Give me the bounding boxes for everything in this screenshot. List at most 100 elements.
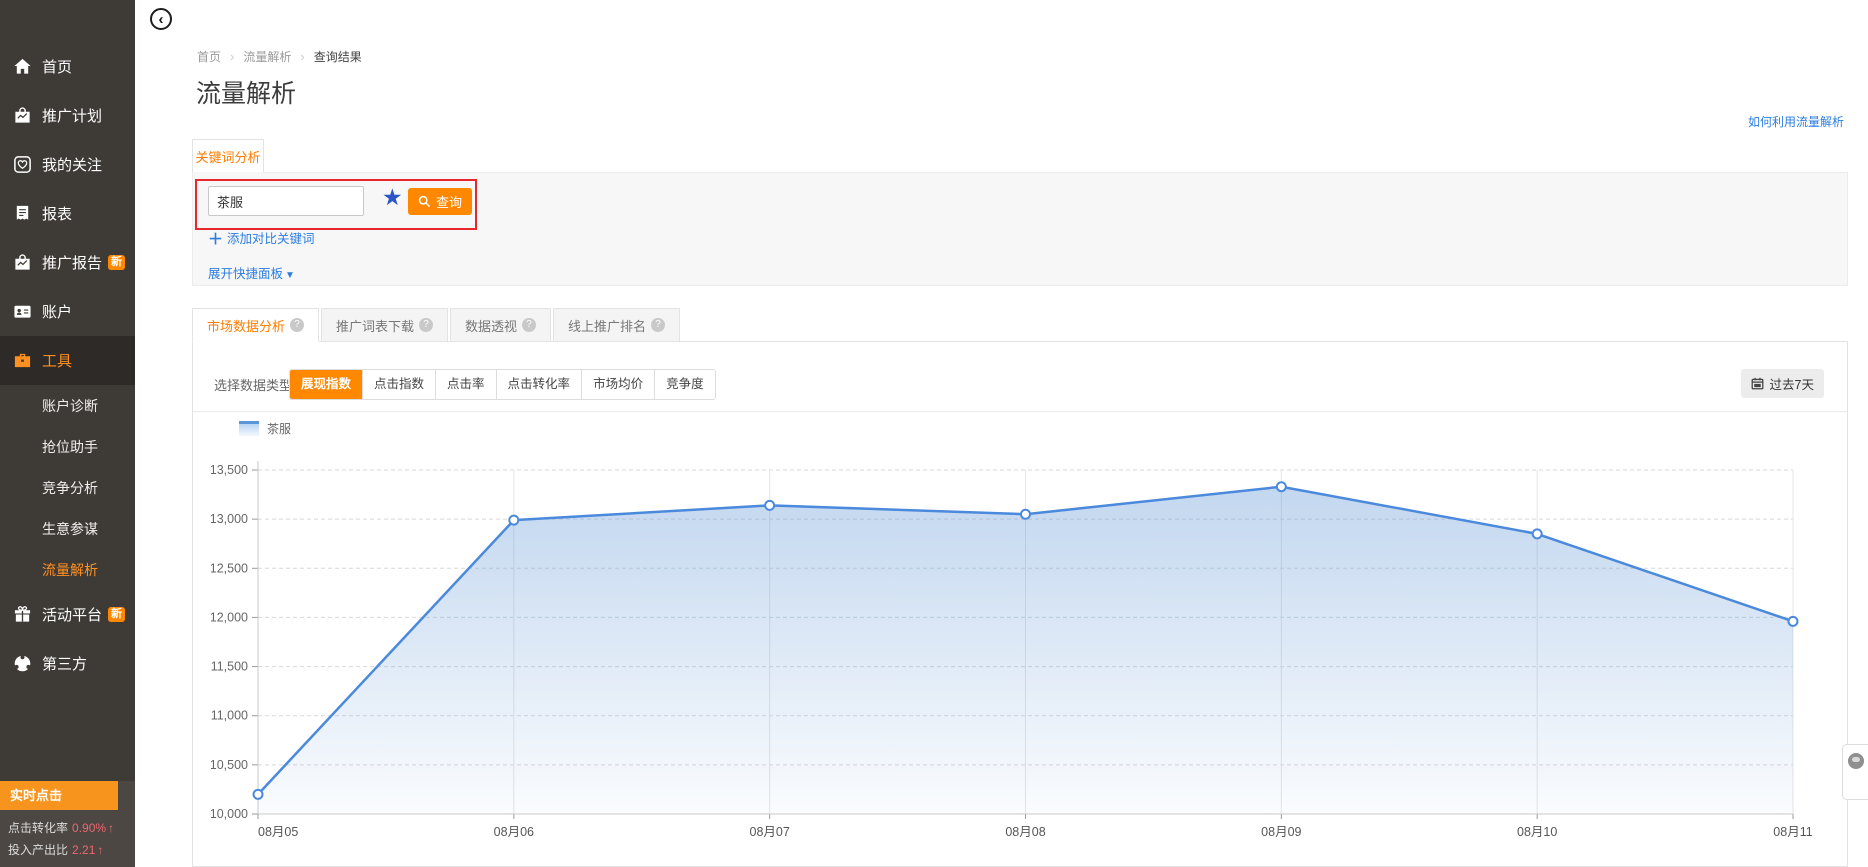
sidebar-item-label: 流量解析 [42, 561, 98, 578]
legend-label: 茶服 [267, 422, 292, 436]
query-button-label: 查询 [436, 195, 463, 210]
feedback-icon [1847, 753, 1864, 769]
sidebar-item-activity-platform[interactable]: 活动平台新 [0, 590, 135, 639]
tab-keyword-analysis[interactable]: 关键词分析 [192, 139, 264, 173]
tab-data-pivot[interactable]: 数据透视? [450, 308, 552, 342]
chart-point[interactable] [1531, 528, 1543, 540]
sidebar-item-label: 报表 [42, 206, 73, 223]
sidebar-item-label: 首页 [42, 59, 73, 76]
chevron-down-icon: ▼ [285, 270, 295, 281]
chart-area-fill [258, 486, 1793, 814]
sidebar-item-tools[interactable]: 工具 [0, 336, 135, 385]
help-question-icon[interactable]: ? [419, 318, 434, 332]
tab-keyword-analysis-label: 关键词分析 [195, 149, 261, 165]
sidebar-item-reports[interactable]: 报表 [0, 189, 135, 238]
breadcrumb: 首页 › 流量解析 › 查询结果 [197, 48, 362, 65]
sidebar-item-account-diagnosis[interactable]: 账户诊断 [0, 385, 135, 426]
realtime-stat-row: 投入产出比 2.21 ↑ [0, 836, 135, 858]
campaign-icon [11, 106, 33, 126]
chart-x-label: 08月09 [1261, 825, 1301, 839]
activity-icon [11, 605, 33, 625]
chart-x-label: 08月06 [494, 825, 534, 839]
favorite-star-icon[interactable]: ★ [382, 184, 403, 210]
new-badge: 新 [108, 607, 126, 622]
tools-icon [11, 351, 33, 371]
data-type-cvr[interactable]: 点击转化率 [495, 370, 582, 399]
tab-online-promo-ranking[interactable]: 线上推广排名? [553, 308, 681, 342]
page-title: 流量解析 [196, 80, 297, 108]
sidebar-item-home[interactable]: 首页 [0, 42, 135, 91]
realtime-stats-panel: 实时点击 点击转化率 0.90% ↑ 投入产出比 2.21 ↑ [0, 781, 135, 867]
divider [193, 411, 1847, 412]
sidebar-item-label: 竞争分析 [42, 479, 98, 496]
data-type-ctr[interactable]: 点击率 [435, 370, 496, 399]
chart-point[interactable] [764, 499, 776, 511]
chart-x-label: 08月05 [258, 825, 298, 839]
add-compare-keyword-link[interactable]: ＋添加对比关键词 [208, 228, 315, 249]
sidebar-item-label: 账户诊断 [42, 397, 98, 414]
feedback-float-button[interactable] [1842, 744, 1868, 800]
market-data-panel: 选择数据类型： 展现指数 点击指数 点击率 点击转化率 市场均价 竞争度 过去7天 茶服 … [192, 341, 1848, 867]
help-question-icon[interactable]: ? [290, 318, 305, 332]
chart-y-label: 13,500 [211, 463, 248, 477]
sidebar-item-label: 抢位助手 [42, 438, 98, 455]
sidebar-item-third-party[interactable]: 第三方 [0, 639, 135, 688]
help-question-icon[interactable]: ? [651, 318, 666, 332]
expand-quick-panel-link[interactable]: 展开快捷面板 ▼ [208, 263, 295, 282]
new-badge: 新 [108, 255, 126, 270]
sidebar-item-campaigns[interactable]: 推广计划 [0, 91, 135, 140]
help-question-icon[interactable]: ? [522, 318, 537, 332]
breadcrumb-item: 查询结果 [313, 50, 362, 64]
data-type-market-avg-price[interactable]: 市场均价 [581, 370, 655, 399]
data-type-click-index[interactable]: 点击指数 [362, 370, 436, 399]
sidebar-item-account[interactable]: 账户 [0, 287, 135, 336]
legend-swatch [239, 421, 259, 436]
stat-label: 投入产出比 [8, 843, 69, 857]
sidebar-item-competition-analysis[interactable]: 竞争分析 [0, 467, 135, 508]
thirdparty-icon [11, 654, 33, 674]
tab-promo-wordlist-download[interactable]: 推广词表下载? [321, 308, 449, 342]
sidebar-item-rank-assistant[interactable]: 抢位助手 [0, 426, 135, 467]
tab-label: 推广词表下载 [336, 318, 415, 334]
date-range-button[interactable]: 过去7天 [1740, 369, 1824, 398]
help-link[interactable]: 如何利用流量解析 [1748, 115, 1845, 129]
up-arrow-icon: ↑ [108, 821, 115, 835]
data-type-competition[interactable]: 竞争度 [654, 370, 715, 399]
breadcrumb-item[interactable]: 首页 [197, 50, 222, 64]
chart-point[interactable] [1020, 508, 1031, 520]
sidebar-item-label: 第三方 [42, 656, 88, 673]
chart-point[interactable] [1275, 481, 1287, 493]
chart-legend: 茶服 [239, 420, 291, 437]
chart-x-label: 08月10 [1517, 825, 1557, 839]
favorites-icon [11, 155, 33, 175]
up-arrow-icon: ↑ [97, 843, 104, 857]
promo-report-icon [11, 253, 33, 273]
sidebar-item-business-advisor[interactable]: 生意参谋 [0, 508, 135, 549]
chart-y-label: 11,500 [211, 660, 248, 674]
sidebar-item-favorites[interactable]: 我的关注 [0, 140, 135, 189]
breadcrumb-separator: › [300, 49, 305, 64]
chart-point[interactable] [252, 788, 264, 800]
report-icon [11, 204, 33, 224]
tab-label: 数据透视 [465, 318, 518, 334]
data-type-impression-index[interactable]: 展现指数 [290, 370, 363, 399]
plus-icon: ＋ [208, 231, 224, 248]
sidebar-nav: 首页推广计划我的关注报表推广报告新账户 工具账户诊断抢位助手竞争分析生意参谋流量解… [0, 0, 135, 688]
breadcrumb-separator: › [230, 49, 235, 64]
chart-point[interactable] [1787, 615, 1799, 627]
sidebar-item-promo-reports[interactable]: 推广报告新 [0, 238, 135, 287]
stat-value: 0.90% [72, 821, 107, 835]
sidebar-item-traffic-analysis[interactable]: 流量解析 [0, 549, 135, 590]
keyword-input[interactable] [208, 186, 364, 216]
query-button[interactable]: 查询 [408, 188, 473, 215]
keyword-search-panel: ★ 查询 ＋添加对比关键词 展开快捷面板▼ [192, 172, 1848, 286]
chart-point[interactable] [508, 514, 520, 526]
breadcrumb-item[interactable]: 流量解析 [243, 50, 292, 64]
account-icon [11, 302, 33, 322]
chart-y-label: 12,000 [211, 610, 248, 624]
data-type-selector: 展现指数 点击指数 点击率 点击转化率 市场均价 竞争度 [289, 369, 716, 400]
sidebar-item-label: 我的关注 [42, 157, 103, 174]
search-icon [418, 195, 431, 208]
tab-market-data-analysis[interactable]: 市场数据分析? [192, 308, 320, 342]
collapse-sidebar-button[interactable]: ‹ [150, 8, 172, 30]
